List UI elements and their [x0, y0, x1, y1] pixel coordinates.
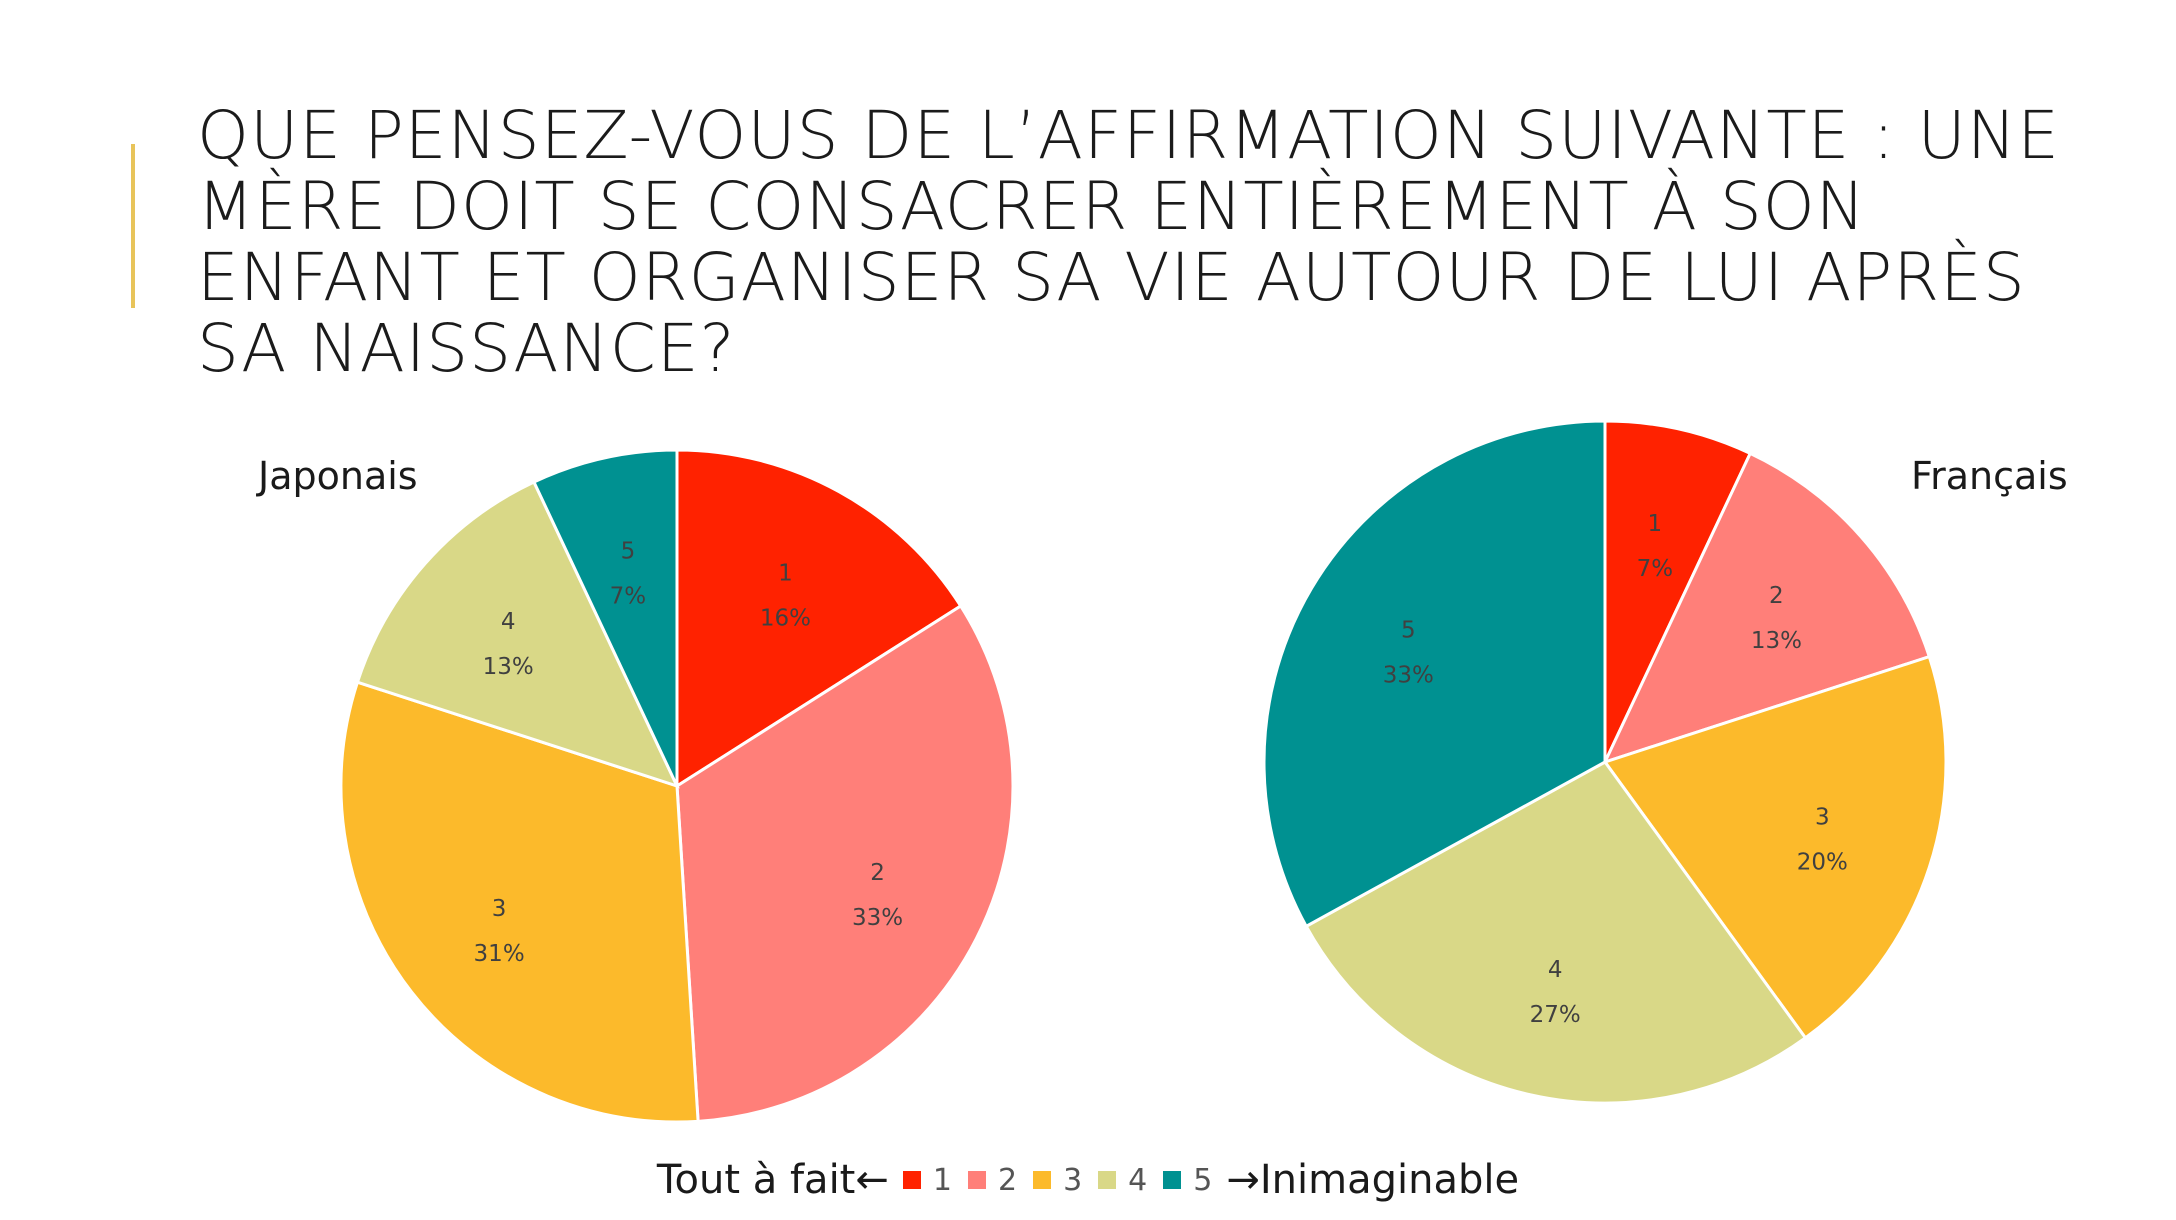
pie-japonais-category-label-1: 1	[778, 561, 793, 587]
pie-francais-category-label-1: 1	[1648, 511, 1663, 537]
pie-francais-slice-2	[1602, 451, 1932, 765]
pie-francais: 1 7% 2 13% 3 20% 4 27% 5 33%	[1262, 419, 1948, 1105]
pie-japonais: 1 16% 2 33% 3 31% 4 13% 5 7%	[339, 448, 1015, 1124]
pie-japonais-slice-2	[675, 603, 1015, 1123]
legend-item-3: 3	[1033, 1163, 1082, 1198]
pie-francais-category-label-2: 2	[1769, 583, 1784, 609]
pie-francais-slice-4	[1304, 760, 1808, 1105]
legend-swatch-1	[902, 1171, 921, 1189]
legend-swatch-3	[1033, 1171, 1052, 1189]
legend: Tout à fait← 1 2 3 4 5 →Inimaginable	[0, 1150, 2176, 1210]
pie-charts: 1 16% 2 33% 3 31% 4 13% 5 7% 1 7% 2 13% 3 20% 4 27% 5 33%	[339, 419, 1948, 1124]
pie-japonais-category-label-2: 2	[870, 860, 885, 886]
pie-japonais-category-label-4: 4	[501, 609, 516, 635]
pie-japonais-percent-label-3: 31%	[474, 941, 525, 967]
pie-francais-percent-label-5: 33%	[1383, 663, 1434, 689]
legend-label-3: 3	[1063, 1162, 1083, 1198]
pie-japonais-slice-3	[339, 680, 700, 1124]
legend-swatch-2	[967, 1171, 986, 1189]
legend-right-text: →Inimaginable	[1226, 1157, 1520, 1203]
title-accent-bar	[131, 144, 135, 308]
slide-title: Que pensez-vous de l’affirmation suivant…	[197, 97, 2060, 387]
legend-label-5: 5	[1193, 1162, 1213, 1198]
pie-japonais-slice-1	[675, 448, 963, 789]
legend-swatch-4	[1098, 1171, 1117, 1189]
pie-japonais-percent-label-2: 33%	[852, 905, 903, 931]
pie-japonais-slice-4	[355, 479, 680, 789]
legend-label-1: 1	[932, 1162, 952, 1198]
pie-francais-category-label-4: 4	[1548, 957, 1563, 983]
legend-label-4: 4	[1128, 1162, 1148, 1198]
pie-francais-slice-1	[1603, 419, 1753, 763]
legend-item-5: 5	[1163, 1163, 1212, 1198]
pie-francais-category-label-5: 5	[1401, 618, 1416, 644]
legend-item-1: 1	[902, 1162, 952, 1198]
pie-francais-category-label-3: 3	[1815, 805, 1830, 831]
pie-francais-slice-5	[1262, 419, 1607, 929]
pie-francais-percent-label-3: 20%	[1797, 850, 1848, 876]
legend-label-2: 2	[997, 1162, 1018, 1198]
pie-japonais-category-label-3: 3	[492, 896, 507, 922]
pie-francais-slice-3	[1602, 654, 1948, 1040]
pie-japonais-percent-label-1: 16%	[760, 606, 811, 632]
legend-item-2: 2	[967, 1162, 1018, 1198]
legend-left-text: Tout à fait←	[656, 1157, 889, 1203]
legend-item-4: 4	[1098, 1163, 1147, 1198]
legend-swatch-5	[1163, 1171, 1182, 1189]
chart-title-francais: Français	[1911, 454, 2068, 498]
pie-japonais-slice-5	[531, 448, 679, 787]
pie-francais-percent-label-2: 13%	[1751, 628, 1802, 654]
pie-japonais-category-label-5: 5	[621, 538, 636, 564]
pie-francais-percent-label-1: 7%	[1637, 556, 1674, 582]
pie-japonais-percent-label-4: 13%	[483, 654, 534, 680]
pie-japonais-percent-label-5: 7%	[610, 583, 647, 609]
pie-francais-percent-label-4: 27%	[1530, 1002, 1581, 1028]
chart-title-japonais: Japonais	[258, 454, 418, 498]
